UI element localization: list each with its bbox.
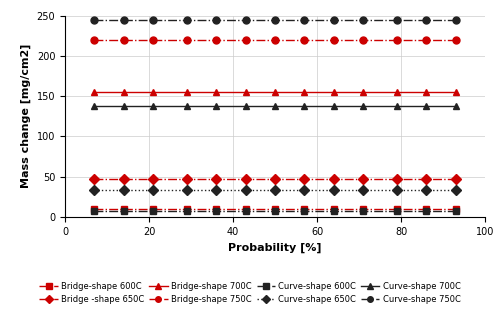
Y-axis label: Mass change [mg/cm2]: Mass change [mg/cm2] [21, 44, 31, 188]
X-axis label: Probability [%]: Probability [%] [228, 242, 322, 253]
Legend: Bridge-shape 600C, Bridge -shape 650C, Bridge-shape 700C, Bridge-shape 750C, Cur: Bridge-shape 600C, Bridge -shape 650C, B… [38, 280, 463, 306]
